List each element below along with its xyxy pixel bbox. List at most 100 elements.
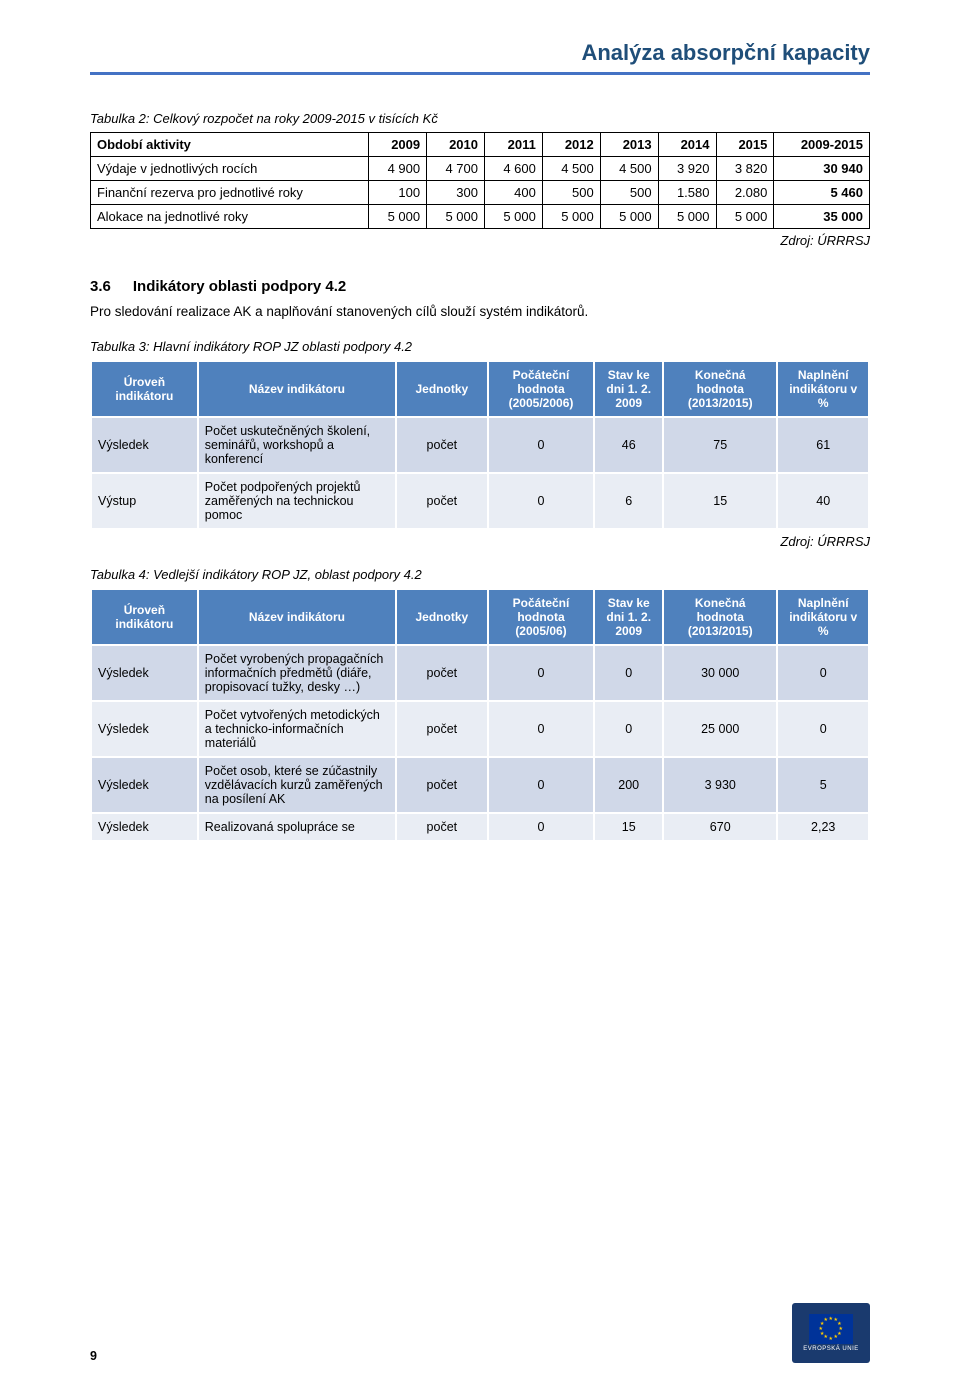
table-row: Alokace na jednotlivé roky5 0005 0005 00… xyxy=(91,205,870,229)
indicator-cell: 0 xyxy=(777,645,869,701)
indicator-cell: počet xyxy=(396,645,488,701)
indicator-cell: Počet vytvořených metodických a technick… xyxy=(198,701,396,757)
table2-cell: 5 000 xyxy=(485,205,543,229)
star-icon: ★ xyxy=(829,1317,833,1322)
table2-cell: 4 500 xyxy=(600,157,658,181)
table2-row-label: Výdaje v jednotlivých rocích xyxy=(91,157,369,181)
table2-cell: 300 xyxy=(427,181,485,205)
table-row: VýstupPočet podpořených projektů zaměřen… xyxy=(91,473,869,529)
table2-cell: 4 500 xyxy=(542,157,600,181)
table2-cell: 3 920 xyxy=(658,157,716,181)
table3-head-row: Úroveň indikátoru Název indikátoru Jedno… xyxy=(91,361,869,417)
table2-cell: 5 000 xyxy=(658,205,716,229)
indicator-cell: počet xyxy=(396,701,488,757)
page: Analýza absorpční kapacity Tabulka 2: Ce… xyxy=(0,0,960,1385)
section-3-6-intro: Pro sledování realizace AK a naplňování … xyxy=(90,303,870,321)
table-row: Finanční rezerva pro jednotlivé roky1003… xyxy=(91,181,870,205)
table3: Úroveň indikátoru Název indikátoru Jedno… xyxy=(90,360,870,530)
indicator-cell: 2,23 xyxy=(777,813,869,841)
indicator-cell: Realizovaná spolupráce se xyxy=(198,813,396,841)
table2-h3: 2011 xyxy=(485,133,543,157)
indicator-cell: Výsledek xyxy=(91,757,198,813)
table2-cell: 4 900 xyxy=(369,157,427,181)
table-row: VýsledekPočet uskutečněných školení, sem… xyxy=(91,417,869,473)
indicator-cell: 30 000 xyxy=(663,645,777,701)
table2-cell: 1.580 xyxy=(658,181,716,205)
indicator-cell: Počet uskutečněných školení, seminářů, w… xyxy=(198,417,396,473)
t3h1: Název indikátoru xyxy=(198,361,396,417)
eu-label: EVROPSKÁ UNIE xyxy=(803,1346,859,1352)
table2-cell: 5 460 xyxy=(774,181,870,205)
table2-cell: 4 600 xyxy=(485,157,543,181)
footer: 9 ★★★★★★★★★★★★ EVROPSKÁ UNIE xyxy=(90,1303,870,1363)
indicator-cell: Výsledek xyxy=(91,645,198,701)
t4h1: Název indikátoru xyxy=(198,589,396,645)
table2-cell: 100 xyxy=(369,181,427,205)
table2-h1: 2009 xyxy=(369,133,427,157)
table2-cell: 3 820 xyxy=(716,157,774,181)
table2-h6: 2014 xyxy=(658,133,716,157)
section-number: 3.6 xyxy=(90,278,111,295)
t4h0: Úroveň indikátoru xyxy=(91,589,198,645)
t4h6: Naplnění indikátoru v % xyxy=(777,589,869,645)
indicator-cell: 40 xyxy=(777,473,869,529)
indicator-cell: Výsledek xyxy=(91,813,198,841)
table2-cell: 400 xyxy=(485,181,543,205)
table2: Období aktivity 2009 2010 2011 2012 2013… xyxy=(90,132,870,229)
indicator-cell: 0 xyxy=(488,645,595,701)
t3h5: Konečná hodnota (2013/2015) xyxy=(663,361,777,417)
table2-cell: 30 940 xyxy=(774,157,870,181)
table2-h8: 2009-2015 xyxy=(774,133,870,157)
indicator-cell: 0 xyxy=(488,701,595,757)
table2-h7: 2015 xyxy=(716,133,774,157)
indicator-cell: 0 xyxy=(777,701,869,757)
t4h3: Počáteční hodnota (2005/06) xyxy=(488,589,595,645)
eu-badge: ★★★★★★★★★★★★ EVROPSKÁ UNIE xyxy=(792,1303,870,1363)
table-row: VýsledekPočet osob, které se zúčastnily … xyxy=(91,757,869,813)
table-row: VýsledekRealizovaná spolupráce sepočet01… xyxy=(91,813,869,841)
table4: Úroveň indikátoru Název indikátoru Jedno… xyxy=(90,588,870,842)
table2-cell: 500 xyxy=(600,181,658,205)
indicator-cell: počet xyxy=(396,757,488,813)
indicator-cell: 200 xyxy=(594,757,663,813)
indicator-cell: 0 xyxy=(488,757,595,813)
table2-cell: 5 000 xyxy=(716,205,774,229)
indicator-cell: 75 xyxy=(663,417,777,473)
indicator-cell: Výsledek xyxy=(91,701,198,757)
indicator-cell: 6 xyxy=(594,473,663,529)
table2-h0: Období aktivity xyxy=(91,133,369,157)
indicator-cell: 61 xyxy=(777,417,869,473)
indicator-cell: počet xyxy=(396,813,488,841)
section-3-6-heading: 3.6 Indikátory oblasti podpory 4.2 xyxy=(90,278,870,295)
indicator-cell: 0 xyxy=(488,417,595,473)
star-icon: ★ xyxy=(820,1332,824,1337)
t4h2: Jednotky xyxy=(396,589,488,645)
table2-cell: 35 000 xyxy=(774,205,870,229)
table2-source: Zdroj: ÚRRRSJ xyxy=(90,233,870,248)
t4h4: Stav ke dni 1. 2. 2009 xyxy=(594,589,663,645)
indicator-cell: 15 xyxy=(594,813,663,841)
table-row: VýsledekPočet vyrobených propagačních in… xyxy=(91,645,869,701)
page-title: Analýza absorpční kapacity xyxy=(90,40,870,75)
star-icon: ★ xyxy=(829,1337,833,1342)
t3h6: Naplnění indikátoru v % xyxy=(777,361,869,417)
t3h0: Úroveň indikátoru xyxy=(91,361,198,417)
indicator-cell: 46 xyxy=(594,417,663,473)
indicator-cell: 0 xyxy=(488,473,595,529)
indicator-cell: 0 xyxy=(488,813,595,841)
table2-h5: 2013 xyxy=(600,133,658,157)
table2-row-label: Alokace na jednotlivé roky xyxy=(91,205,369,229)
section-title: Indikátory oblasti podpory 4.2 xyxy=(133,278,346,295)
table2-cell: 2.080 xyxy=(716,181,774,205)
table2-row-label: Finanční rezerva pro jednotlivé roky xyxy=(91,181,369,205)
indicator-cell: 3 930 xyxy=(663,757,777,813)
table-row: VýsledekPočet vytvořených metodických a … xyxy=(91,701,869,757)
t3h3: Počáteční hodnota (2005/2006) xyxy=(488,361,595,417)
table2-cell: 5 000 xyxy=(369,205,427,229)
eu-flag-icon: ★★★★★★★★★★★★ xyxy=(809,1314,853,1344)
star-icon: ★ xyxy=(834,1335,838,1340)
indicator-cell: počet xyxy=(396,417,488,473)
indicator-cell: 25 000 xyxy=(663,701,777,757)
table2-cell: 5 000 xyxy=(542,205,600,229)
indicator-cell: 670 xyxy=(663,813,777,841)
